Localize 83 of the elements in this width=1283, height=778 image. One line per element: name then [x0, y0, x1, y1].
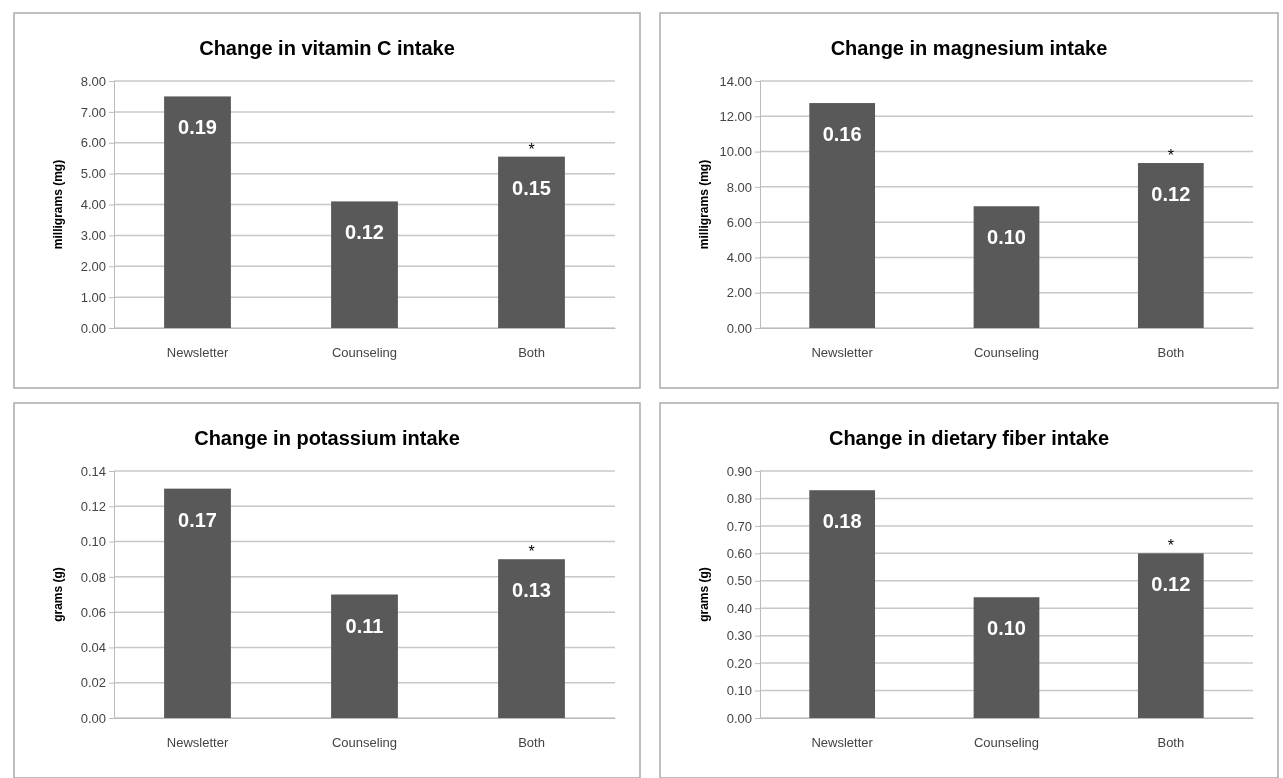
y-axis-title: grams (g) — [697, 567, 711, 622]
y-tick-label: 0.40 — [726, 600, 752, 616]
y-tick-label: 5.00 — [80, 166, 106, 182]
y-tick-label: 0.60 — [726, 545, 752, 561]
y-tick-label: 4.00 — [80, 197, 106, 213]
y-tick-label: 8.00 — [80, 73, 106, 89]
y-tick-label: 0.80 — [726, 491, 752, 507]
x-tick-label: Counseling — [973, 345, 1040, 361]
annotation: 0.12 — [345, 221, 384, 244]
bar — [164, 488, 231, 718]
y-tick-label: 8.00 — [726, 179, 752, 195]
bar — [1137, 553, 1204, 718]
x-tick-label: Newsletter — [811, 735, 874, 751]
bar — [331, 594, 398, 718]
y-tick-label: 12.00 — [719, 108, 752, 124]
y-tick-label: 1.00 — [80, 289, 106, 305]
y-tick-label: 7.00 — [80, 104, 106, 120]
x-tick-label: Counseling — [331, 735, 398, 751]
annotation: 0.13 — [512, 579, 551, 602]
annotation: 0.11 — [345, 614, 384, 637]
x-tick-label: Newsletter — [811, 345, 874, 361]
x-tick-label: Both — [1157, 345, 1185, 361]
y-tick-label: 0.08 — [80, 569, 106, 585]
y-tick-label: 0.12 — [80, 498, 106, 514]
x-tick-label: Newsletter — [166, 735, 229, 751]
annotation: 0.19 — [178, 116, 217, 139]
bar — [973, 206, 1040, 328]
annotation: 0.12 — [1151, 573, 1191, 596]
y-tick-label: 3.00 — [80, 228, 106, 244]
y-tick-label: 0.06 — [80, 604, 106, 620]
chart-title: Change in dietary fiber intake — [828, 427, 1110, 449]
bar — [498, 156, 565, 328]
annotation: * — [528, 543, 535, 561]
y-axis-title: grams (g) — [51, 567, 65, 622]
bar — [809, 490, 876, 718]
y-tick-label: 0.70 — [726, 518, 752, 534]
x-tick-label: Both — [518, 735, 545, 751]
annotation: 0.16 — [822, 123, 862, 146]
x-tick-label: Counseling — [973, 735, 1040, 751]
bar — [1137, 163, 1204, 328]
bar — [809, 103, 876, 328]
y-tick-label: 0.10 — [80, 534, 106, 550]
y-tick-label: 14.00 — [719, 73, 752, 89]
chart-title: Change in magnesium intake — [830, 37, 1108, 59]
y-tick-label: 0.90 — [726, 463, 752, 479]
y-tick-label: 0.00 — [726, 320, 752, 336]
annotation: 0.12 — [1151, 183, 1191, 206]
y-tick-label: 0.50 — [726, 573, 752, 589]
annotation: 0.17 — [178, 508, 217, 531]
y-tick-label: 2.00 — [80, 258, 106, 274]
y-axis-title: milligrams (mg) — [697, 159, 711, 250]
y-tick-label: 6.00 — [726, 214, 752, 230]
y-tick-label: 0.00 — [726, 710, 752, 726]
y-tick-label: 2.00 — [726, 285, 752, 301]
bar — [331, 201, 398, 328]
annotation: 0.10 — [987, 226, 1026, 249]
y-tick-label: 4.00 — [726, 250, 752, 266]
annotation: 0.15 — [512, 176, 551, 199]
y-tick-label: 0.04 — [80, 640, 106, 656]
y-tick-label: 6.00 — [80, 135, 106, 151]
y-tick-label: 0.00 — [80, 710, 106, 726]
annotation: * — [528, 140, 535, 158]
y-tick-label: 0.30 — [726, 628, 752, 644]
y-tick-label: 0.14 — [80, 463, 106, 479]
y-tick-label: 10.00 — [719, 144, 752, 160]
annotation: 0.18 — [822, 510, 862, 533]
bar — [164, 96, 231, 328]
y-tick-label: 0.00 — [80, 320, 106, 336]
x-tick-label: Newsletter — [166, 345, 229, 361]
y-axis-title: milligrams (mg) — [51, 159, 65, 250]
chart-title: Change in vitamin C intake — [199, 37, 455, 59]
annotation: 0.10 — [987, 617, 1026, 640]
y-tick-label: 0.02 — [80, 675, 106, 691]
annotation: * — [1167, 537, 1174, 555]
y-tick-label: 0.10 — [726, 683, 752, 699]
bar — [973, 597, 1040, 718]
x-tick-label: Counseling — [331, 345, 398, 361]
y-tick-label: 0.20 — [726, 655, 752, 671]
x-tick-label: Both — [518, 345, 545, 361]
chart-title: Change in potassium intake — [194, 427, 460, 449]
x-tick-label: Both — [1157, 735, 1185, 751]
annotation: * — [1167, 147, 1174, 165]
bar — [498, 559, 565, 718]
